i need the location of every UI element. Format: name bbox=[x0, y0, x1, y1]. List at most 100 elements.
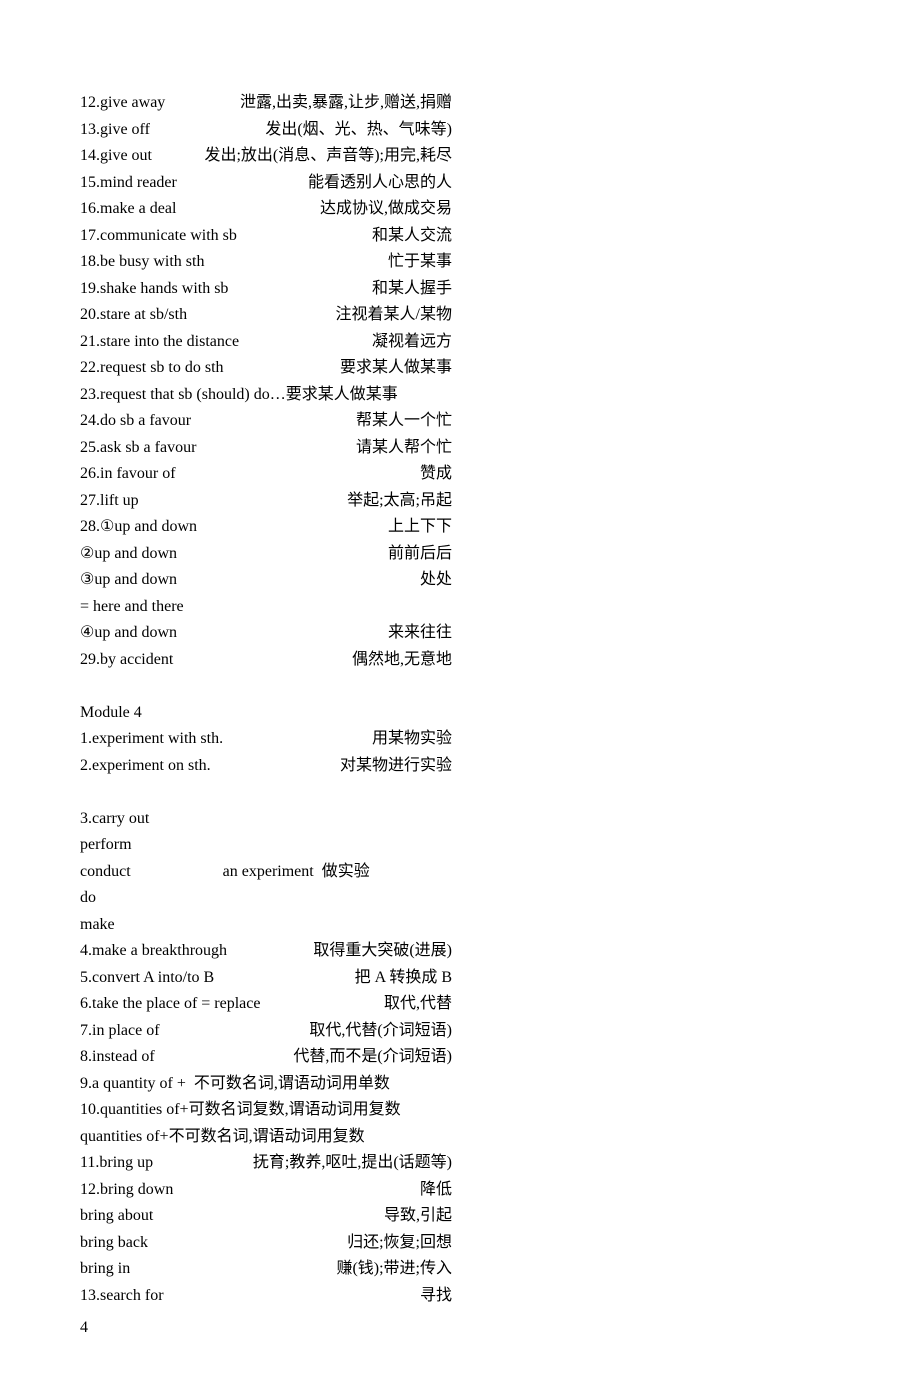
gloss-zh: 把 A 转换成 B bbox=[355, 965, 452, 992]
vocab-line: 16.make a deal达成协议,做成交易 bbox=[80, 196, 452, 223]
vocab-line: 13.search for寻找 bbox=[80, 1283, 452, 1310]
vocab-line: 5.convert A into/to B 把 A 转换成 B bbox=[80, 965, 452, 992]
vocab-line: ②up and down前前后后 bbox=[80, 541, 452, 568]
term-en: 26.in favour of bbox=[80, 461, 176, 488]
spacer bbox=[130, 1256, 336, 1283]
spacer bbox=[148, 1230, 347, 1257]
term-en: 13.give off bbox=[80, 117, 150, 144]
vocab-line: bring in赚(钱);带进;传入 bbox=[80, 1256, 452, 1283]
spacer bbox=[153, 1203, 384, 1230]
vocab-line: 9.a quantity of + 不可数名词,谓语动词用单数 bbox=[80, 1071, 840, 1098]
line-text: 3.carry out bbox=[80, 806, 149, 833]
vocab-line: ③up and down 处处 bbox=[80, 567, 452, 594]
vocab-line: perform bbox=[80, 832, 840, 859]
gloss-zh: 取得重大突破(进展) bbox=[313, 938, 452, 965]
vocab-line: = here and there bbox=[80, 594, 840, 621]
spacer bbox=[139, 488, 347, 515]
vocab-line: 3.carry out bbox=[80, 806, 840, 833]
term-en: 29.by accident bbox=[80, 647, 173, 674]
gloss-zh: 达成协议,做成交易 bbox=[320, 196, 452, 223]
spacer bbox=[237, 223, 372, 250]
vocab-line: 15.mind reader能看透别人心思的人 bbox=[80, 170, 452, 197]
vocab-line: 22.request sb to do sth要求某人做某事 bbox=[80, 355, 452, 382]
gloss-zh: 举起;太高;吊起 bbox=[347, 488, 452, 515]
spacer bbox=[204, 249, 388, 276]
gloss-zh: 归还;恢复;回想 bbox=[347, 1230, 452, 1257]
vocab-line: 14.give out发出;放出(消息、声音等);用完,耗尽 bbox=[80, 143, 452, 170]
spacer bbox=[224, 355, 340, 382]
spacer bbox=[191, 408, 356, 435]
spacer bbox=[177, 541, 388, 568]
vocab-line: 19.shake hands with sb 和某人握手 bbox=[80, 276, 452, 303]
vocab-line: bring back 归还;恢复;回想 bbox=[80, 1230, 452, 1257]
line-text: 9.a quantity of + 不可数名词,谓语动词用单数 bbox=[80, 1071, 390, 1098]
gloss-zh: 赞成 bbox=[420, 461, 452, 488]
vocab-line: 24.do sb a favour帮某人一个忙 bbox=[80, 408, 452, 435]
vocab-line: 26.in favour of 赞成 bbox=[80, 461, 452, 488]
spacer bbox=[228, 276, 372, 303]
term-en: 1.experiment with sth. bbox=[80, 726, 223, 753]
vocab-line: 13.give off 发出(烟、光、热、气味等) bbox=[80, 117, 452, 144]
term-en: 8.instead of bbox=[80, 1044, 155, 1071]
spacer bbox=[239, 329, 372, 356]
spacer bbox=[150, 117, 265, 144]
gloss-zh: 凝视着远方 bbox=[372, 329, 452, 356]
vocab-line: quantities of+不可数名词,谓语动词用复数 bbox=[80, 1124, 840, 1151]
line-text: do bbox=[80, 885, 96, 912]
spacer bbox=[164, 1283, 420, 1310]
term-en: 19.shake hands with sb bbox=[80, 276, 228, 303]
term-en: 12.give away bbox=[80, 90, 165, 117]
spacer bbox=[197, 514, 388, 541]
vocab-line: 20.stare at sb/sth注视着某人/某物 bbox=[80, 302, 452, 329]
spacer bbox=[211, 753, 340, 780]
spacer bbox=[177, 170, 308, 197]
gloss-zh: 处处 bbox=[420, 567, 452, 594]
vocab-line: 12.give away泄露,出卖,暴露,让步,赠送,捐赠 bbox=[80, 90, 452, 117]
gloss-zh: 用某物实验 bbox=[372, 726, 452, 753]
vocab-line: 1.experiment with sth. 用某物实验 bbox=[80, 726, 452, 753]
term-en: 11.bring up bbox=[80, 1150, 153, 1177]
line-text: 10.quantities of+可数名词复数,谓语动词用复数 bbox=[80, 1097, 401, 1124]
gloss-zh: 代替,而不是(介词短语) bbox=[293, 1044, 452, 1071]
term-en: 6.take the place of = replace bbox=[80, 991, 260, 1018]
vocab-line: conduct an experiment 做实验 bbox=[80, 859, 840, 886]
term-en: 21.stare into the distance bbox=[80, 329, 239, 356]
gloss-zh: 偶然地,无意地 bbox=[352, 647, 452, 674]
term-en: 5.convert A into/to B bbox=[80, 965, 214, 992]
vocab-line: 23.request that sb (should) do…要求某人做某事 bbox=[80, 382, 840, 409]
vocab-line: 8.instead of 代替,而不是(介词短语) bbox=[80, 1044, 452, 1071]
vocab-line: make bbox=[80, 912, 840, 939]
spacer bbox=[152, 143, 204, 170]
gloss-zh: 发出(烟、光、热、气味等) bbox=[265, 117, 452, 144]
gloss-zh: 发出;放出(消息、声音等);用完,耗尽 bbox=[204, 143, 452, 170]
gloss-zh: 注视着某人/某物 bbox=[336, 302, 452, 329]
spacer bbox=[227, 938, 313, 965]
gloss-zh: 来来往往 bbox=[388, 620, 452, 647]
vocab-line bbox=[80, 779, 840, 806]
term-en: 13.search for bbox=[80, 1283, 164, 1310]
gloss-zh: 要求某人做某事 bbox=[340, 355, 452, 382]
text-body: 12.give away泄露,出卖,暴露,让步,赠送,捐赠13.give off… bbox=[80, 90, 840, 1309]
vocab-line: 28.①up and down上上下下 bbox=[80, 514, 452, 541]
vocab-line: 25.ask sb a favour请某人帮个忙 bbox=[80, 435, 452, 462]
vocab-line: Module 4 bbox=[80, 700, 840, 727]
vocab-line: do bbox=[80, 885, 840, 912]
term-en: bring back bbox=[80, 1230, 148, 1257]
term-en: 17.communicate with sb bbox=[80, 223, 237, 250]
term-en: ③up and down bbox=[80, 567, 177, 594]
term-en: 2.experiment on sth. bbox=[80, 753, 211, 780]
spacer bbox=[176, 196, 320, 223]
vocab-line: 10.quantities of+可数名词复数,谓语动词用复数 bbox=[80, 1097, 840, 1124]
vocab-line: 27.lift up举起;太高;吊起 bbox=[80, 488, 452, 515]
spacer bbox=[160, 1018, 310, 1045]
gloss-zh: 和某人握手 bbox=[372, 276, 452, 303]
gloss-zh: 导致,引起 bbox=[384, 1203, 452, 1230]
gloss-zh: 请某人帮个忙 bbox=[356, 435, 452, 462]
spacer bbox=[165, 90, 240, 117]
term-en: bring about bbox=[80, 1203, 153, 1230]
line-text: Module 4 bbox=[80, 700, 142, 727]
line-text: conduct an experiment 做实验 bbox=[80, 859, 370, 886]
spacer bbox=[223, 726, 372, 753]
line-text: = here and there bbox=[80, 594, 184, 621]
spacer bbox=[196, 435, 356, 462]
